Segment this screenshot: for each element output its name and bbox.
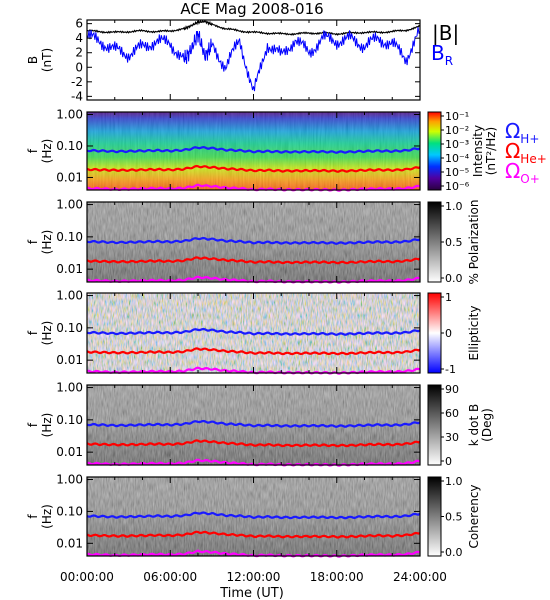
colorbar-tick-label: 10⁻⁶ bbox=[445, 180, 470, 193]
y-tick-label: 0.01 bbox=[56, 445, 83, 459]
y-tick-label: 0.10 bbox=[56, 139, 83, 153]
colorbar-tick-label: 10⁻² bbox=[445, 124, 469, 137]
colorbar-tick-label: 90 bbox=[445, 383, 459, 396]
coherency-ylabel: f bbox=[26, 514, 40, 519]
x-tick-label: 06:00:00 bbox=[143, 570, 197, 584]
gyro-line-h bbox=[86, 327, 421, 336]
intensity-ylabel: f bbox=[26, 148, 40, 153]
gyro-line-he bbox=[86, 347, 421, 356]
legend-omega-h-main: Ω bbox=[505, 119, 520, 143]
intensity-colorbar-unit: (nT²/Hz) bbox=[484, 127, 498, 175]
k-dot-b-colorbar-label: k dot B bbox=[467, 404, 481, 446]
legend-omega-he: ΩHe+ bbox=[505, 139, 547, 166]
gyro-line-h bbox=[86, 419, 421, 428]
y-tick-label: 1.00 bbox=[56, 107, 83, 121]
y-tick-label: 2 bbox=[75, 46, 83, 60]
colorbar-tick-label: 1.0 bbox=[445, 200, 463, 213]
gyro-line-h bbox=[86, 511, 421, 520]
y-tick-label: 4 bbox=[75, 31, 83, 45]
coherency-ylabel-unit: (Hz) bbox=[40, 504, 54, 529]
y-tick-label: 0.01 bbox=[56, 353, 83, 367]
polarization-colorbar-label: % Polarization bbox=[467, 200, 481, 285]
k-dot-b-ylabel-unit: (Hz) bbox=[40, 413, 54, 438]
k-dot-b-colorbar-unit: (Deg) bbox=[480, 408, 494, 442]
intensity-colorbar-label: Intensity bbox=[471, 125, 485, 177]
colorbar-tick-label: -1 bbox=[445, 363, 456, 376]
gyro-line-he bbox=[86, 530, 421, 539]
legend-b-r: BR bbox=[431, 41, 453, 68]
x-tick-label: 18:00:00 bbox=[310, 570, 364, 584]
y-tick-label: 0.01 bbox=[56, 536, 83, 550]
y-tick-label: 0.10 bbox=[56, 321, 83, 335]
colorbar-tick-label: 1.0 bbox=[445, 475, 463, 488]
y-tick-label: 1.00 bbox=[56, 198, 83, 212]
ellipticity-ylabel: f bbox=[26, 330, 40, 335]
colorbar-tick-label: 60 bbox=[445, 407, 459, 420]
y-tick-label: 0.10 bbox=[56, 230, 83, 244]
legend-omega-o-main: Ω bbox=[505, 159, 520, 183]
x-axis-labels: 00:00:00 06:00:00 12:00:00 18:00:00 24:00:00 bbox=[60, 570, 447, 584]
magnetic-field-ylabel: B bbox=[26, 56, 40, 64]
colorbar-tick-label: 0.0 bbox=[445, 546, 463, 559]
colorbar-tick-label: 30 bbox=[445, 431, 459, 444]
legend-omega-o-sub: O+ bbox=[520, 172, 540, 186]
ellipticity-colorbar bbox=[427, 292, 442, 374]
legend-omega-o: ΩO+ bbox=[505, 159, 540, 186]
y-tick-label: 0.01 bbox=[56, 170, 83, 184]
ellipticity-ylabel-unit: (Hz) bbox=[40, 321, 54, 346]
legend-omega-he-main: Ω bbox=[505, 139, 520, 163]
gyro-legend: ΩH+ ΩHe+ ΩO+ bbox=[505, 119, 547, 186]
legend-omega-h-sub: H+ bbox=[520, 132, 539, 146]
intensity-colorbar bbox=[427, 111, 442, 191]
k-dot-b-colorbar bbox=[427, 384, 442, 466]
polarization-ylabel: f bbox=[26, 239, 40, 244]
colorbar-tick-label: 10⁻¹ bbox=[445, 110, 469, 123]
colorbar-tick-label: 1 bbox=[445, 291, 452, 304]
magnetic-field-ylabel-unit: (nT) bbox=[40, 48, 54, 72]
gyro-line-he bbox=[86, 164, 421, 173]
legend-omega-h: ΩH+ bbox=[505, 119, 539, 146]
y-tick-label: 6 bbox=[75, 17, 83, 31]
colorbar-tick-label: 10⁻⁵ bbox=[445, 166, 469, 179]
polarization-colorbar bbox=[427, 201, 442, 283]
y-tick-label: -2 bbox=[71, 75, 83, 89]
x-tick-label: 24:00:00 bbox=[393, 570, 447, 584]
y-tick-label: 0.10 bbox=[56, 413, 83, 427]
y-tick-label: 1.00 bbox=[56, 381, 83, 395]
intensity-ylabel-unit: (Hz) bbox=[40, 139, 54, 164]
x-axis-title: Time (UT) bbox=[219, 586, 284, 600]
polarization-ylabel-unit: (Hz) bbox=[40, 230, 54, 255]
series-line-b-r bbox=[86, 27, 421, 92]
y-tick-label: 0.01 bbox=[56, 262, 83, 276]
ellipticity-colorbar-label: Ellipticity bbox=[467, 306, 481, 361]
colorbar-tick-label: 0 bbox=[445, 455, 452, 468]
legend-b-total: |B| bbox=[432, 21, 459, 45]
y-tick-label: 0 bbox=[75, 60, 83, 74]
y-tick-label: -4 bbox=[71, 89, 83, 103]
figure-title: ACE Mag 2008-016 bbox=[180, 0, 323, 18]
k-dot-b-ylabel: f bbox=[26, 422, 40, 427]
y-tick-label: 0.10 bbox=[56, 504, 83, 518]
legend-omega-he-sub: He+ bbox=[520, 152, 546, 166]
y-tick-label: 1.00 bbox=[56, 473, 83, 487]
colorbar-tick-label: 0 bbox=[445, 327, 452, 340]
legend-b-r-sub: R bbox=[445, 54, 453, 68]
coherency-colorbar-label: Coherency bbox=[467, 484, 481, 548]
coherency-colorbar bbox=[427, 476, 442, 557]
gyro-line-h bbox=[86, 145, 421, 154]
x-tick-label: 12:00:00 bbox=[227, 570, 281, 584]
gyro-line-he bbox=[86, 256, 421, 265]
colorbar-tick-label: 0.0 bbox=[445, 272, 463, 285]
colorbar-tick-label: 0.5 bbox=[445, 511, 463, 524]
gyro-line-he bbox=[86, 439, 421, 448]
colorbar-tick-label: 10⁻⁴ bbox=[445, 152, 470, 165]
colorbar-tick-label: 0.5 bbox=[445, 236, 463, 249]
legend-b-r-main: B bbox=[431, 41, 445, 65]
y-tick-label: 1.00 bbox=[56, 289, 83, 303]
gyro-line-h bbox=[86, 236, 421, 245]
x-tick-label: 00:00:00 bbox=[60, 570, 114, 584]
series-line-b-total bbox=[86, 19, 421, 36]
colorbar-tick-label: 10⁻³ bbox=[445, 138, 469, 151]
